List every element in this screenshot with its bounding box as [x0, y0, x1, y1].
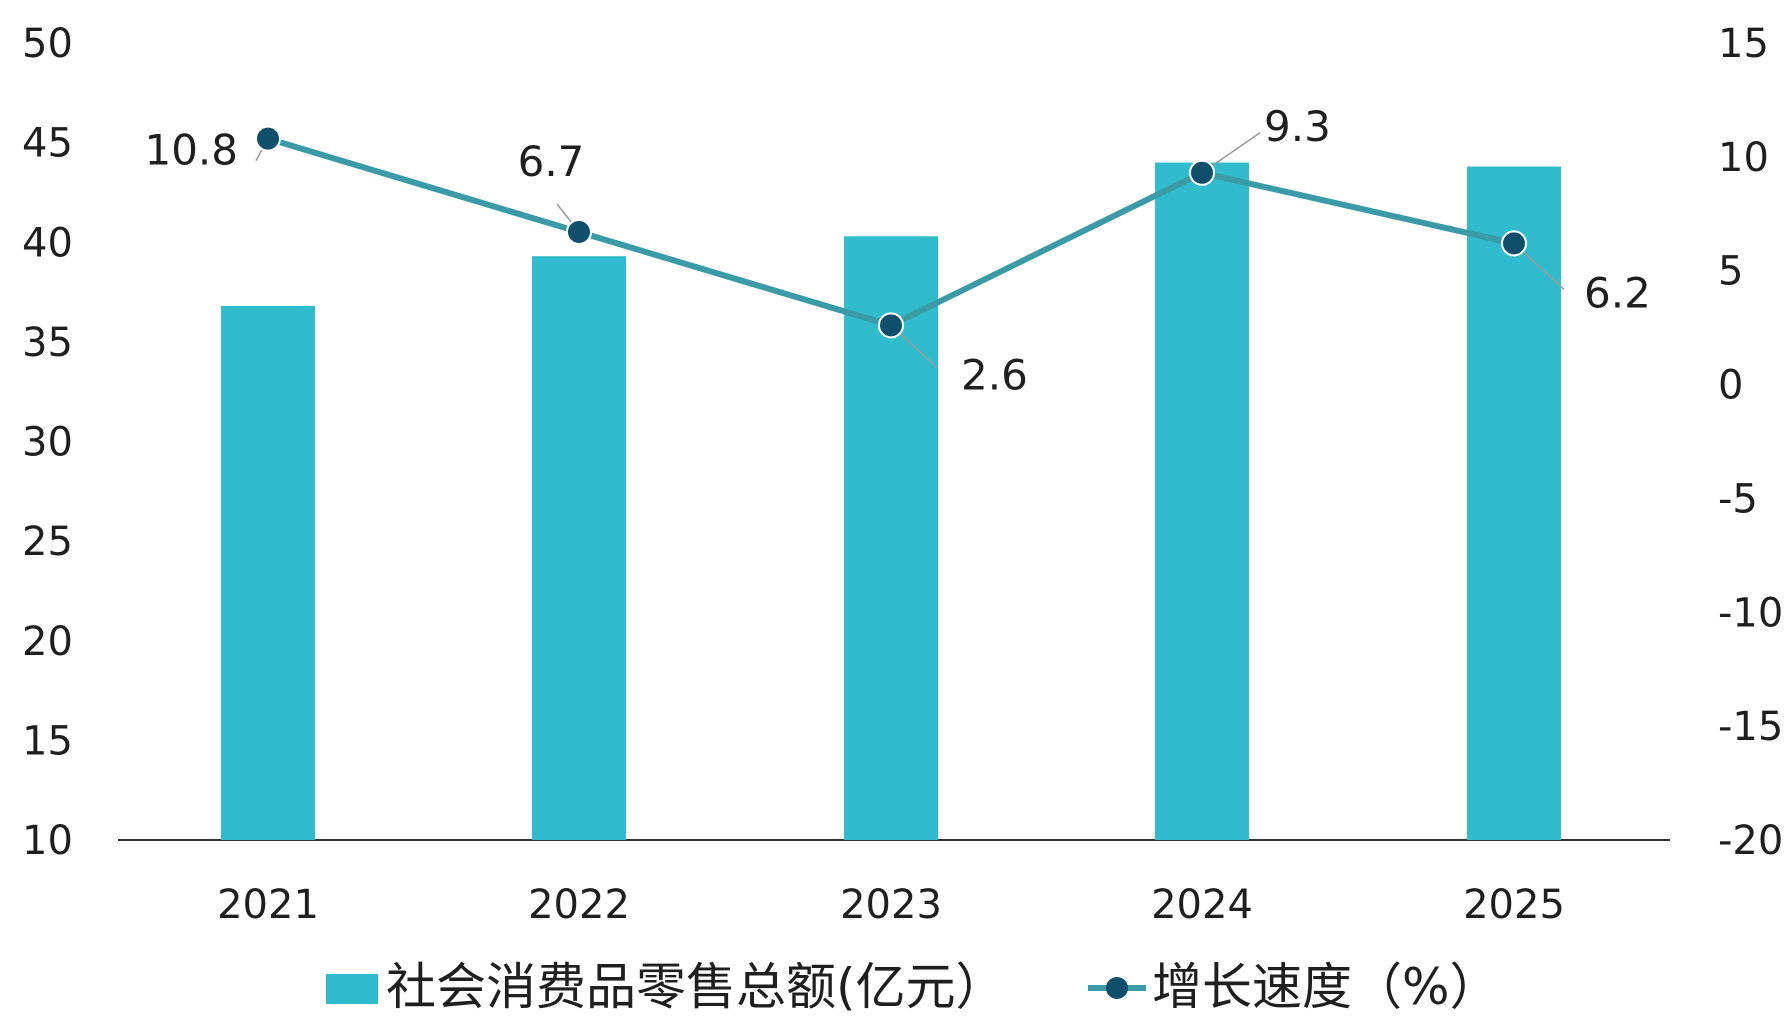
- left-tick-label: 30: [22, 420, 73, 466]
- x-tick-label: 2022: [528, 882, 630, 928]
- line-point: [878, 312, 904, 339]
- bar: [1467, 166, 1561, 840]
- x-tick-label: 2021: [217, 882, 319, 928]
- data-label: 10.8: [144, 126, 238, 175]
- legend-line-marker: [1106, 977, 1128, 999]
- right-tick-label: -15: [1718, 704, 1783, 750]
- bar: [532, 256, 626, 840]
- left-tick-label: 25: [22, 519, 73, 565]
- data-label: 6.2: [1584, 268, 1651, 317]
- data-label: 6.7: [518, 137, 585, 186]
- left-tick-label: 20: [22, 619, 73, 665]
- right-tick-label: -5: [1718, 476, 1758, 522]
- right-axis-ticks: -20 -15 -10 -5 0 5 10 15: [1718, 21, 1783, 864]
- legend-line-label: 增长速度（%）: [1152, 958, 1500, 1016]
- right-tick-label: 10: [1718, 135, 1769, 181]
- right-tick-label: 0: [1718, 363, 1743, 409]
- left-tick-label: 15: [22, 718, 73, 764]
- data-label: 2.6: [961, 350, 1028, 399]
- left-tick-label: 10: [22, 818, 73, 864]
- x-tick-label: 2023: [840, 882, 942, 928]
- left-tick-label: 35: [22, 320, 73, 366]
- x-tick-label: 2024: [1151, 882, 1253, 928]
- line-point: [255, 125, 281, 152]
- legend-bar-swatch: [326, 974, 378, 1004]
- line-series: 10.8 6.7 2.6 9.3 6.2: [144, 102, 1650, 400]
- right-tick-label: -20: [1718, 818, 1783, 864]
- data-label: 9.3: [1264, 102, 1331, 151]
- bar-series: [221, 162, 1561, 841]
- line-point: [1189, 159, 1215, 186]
- left-tick-label: 50: [22, 21, 73, 67]
- right-tick-label: 15: [1718, 21, 1769, 67]
- legend: 社会消费品零售总额(亿元） 增长速度（%）: [326, 958, 1500, 1016]
- legend-bar-label: 社会消费品零售总额(亿元）: [386, 958, 1006, 1016]
- bar: [221, 306, 315, 840]
- x-tick-label: 2025: [1463, 882, 1565, 928]
- left-tick-label: 40: [22, 220, 73, 266]
- line-point: [566, 219, 592, 246]
- bar: [1155, 162, 1249, 841]
- right-tick-label: -10: [1718, 590, 1783, 636]
- right-tick-label: 5: [1718, 249, 1743, 295]
- line-point: [1501, 230, 1527, 257]
- left-tick-label: 45: [22, 121, 73, 167]
- left-axis-ticks: 10 15 20 25 30 35 40 45 50: [22, 21, 73, 864]
- x-axis-ticks: 2021 2022 2023 2024 2025: [217, 882, 1565, 928]
